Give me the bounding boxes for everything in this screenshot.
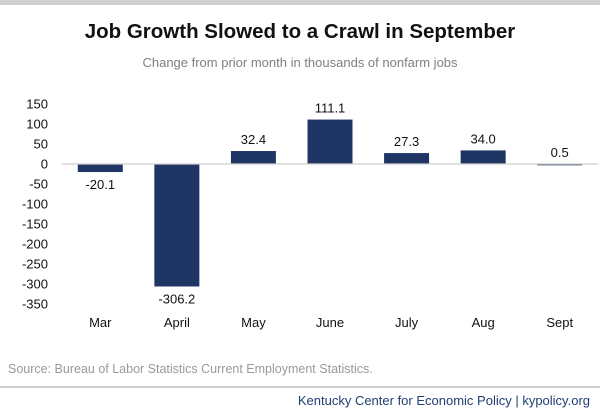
bar-june: [307, 119, 353, 164]
top-rule: [0, 0, 600, 5]
data-label: -306.2: [158, 291, 195, 306]
data-label: -20.1: [85, 177, 115, 192]
y-tick-label: -100: [22, 197, 48, 212]
y-tick-label: -50: [29, 177, 48, 192]
bar-july: [384, 153, 430, 164]
x-tick-label: Sept: [546, 315, 573, 330]
x-tick-label: July: [395, 315, 419, 330]
y-tick-label: 50: [34, 137, 48, 152]
data-label: 0.5: [551, 145, 569, 160]
x-tick-label: Aug: [472, 315, 495, 330]
bar-aug: [460, 150, 506, 164]
bar-april: [154, 164, 200, 287]
y-tick-label: 100: [26, 117, 48, 132]
x-tick-label: June: [316, 315, 344, 330]
y-tick-label: -350: [22, 297, 48, 312]
y-tick-label: -250: [22, 257, 48, 272]
data-label: 32.4: [241, 132, 266, 147]
bar-may: [230, 151, 276, 164]
x-tick-label: Mar: [89, 315, 112, 330]
data-label: 34.0: [470, 131, 495, 146]
x-tick-label: April: [164, 315, 190, 330]
y-tick-label: -200: [22, 237, 48, 252]
chart-subtitle: Change from prior month in thousands of …: [142, 55, 458, 70]
y-tick-label: -300: [22, 277, 48, 292]
credit-line: Kentucky Center for Economic Policy | ky…: [297, 393, 590, 408]
data-label: 111.1: [315, 101, 346, 116]
y-tick-label: 0: [41, 157, 48, 172]
y-tick-label: 150: [26, 97, 48, 112]
source-note: Source: Bureau of Labor Statistics Curre…: [8, 362, 373, 376]
bar-mar: [77, 164, 123, 173]
bar-chart: 150 100 50 0 -50 -100 -150 -200 -250 -300 -350 -20.…: [22, 97, 598, 330]
data-label: 27.3: [394, 134, 419, 149]
bottom-rule: [0, 386, 600, 388]
chart-title: Job Growth Slowed to a Crawl in Septembe…: [84, 20, 516, 43]
y-tick-label: -150: [22, 217, 48, 232]
x-tick-label: May: [241, 315, 266, 330]
